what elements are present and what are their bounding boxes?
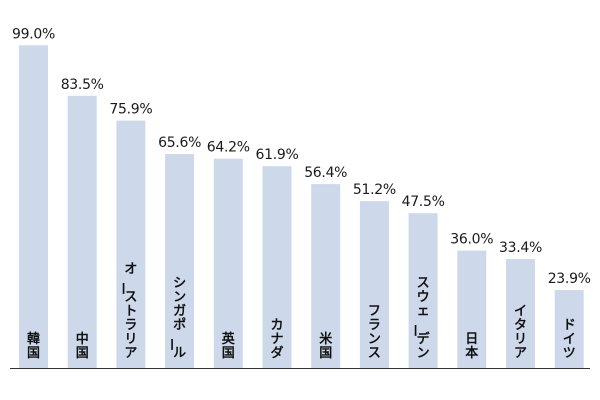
value-label: 33.4% — [499, 240, 542, 256]
category-label: カナダ — [270, 318, 283, 361]
category-label: 英国 — [221, 331, 236, 361]
bar — [311, 184, 341, 368]
category-label: イタリア — [514, 304, 527, 361]
category-label: スウェーデン — [407, 276, 431, 361]
bar — [408, 213, 438, 368]
category-label: 韓国 — [27, 331, 40, 361]
bar — [457, 250, 487, 368]
bar — [213, 158, 243, 368]
value-label: 36.0% — [450, 232, 493, 248]
value-label: 56.4% — [304, 165, 347, 181]
bar — [554, 290, 584, 368]
value-label: 47.5% — [402, 194, 445, 210]
value-label: 83.5% — [61, 77, 104, 93]
bar — [116, 120, 146, 368]
category-label: ドイツ — [563, 318, 576, 361]
category-label: オーストラリア — [114, 262, 137, 361]
bar — [506, 259, 535, 368]
bar — [262, 166, 292, 368]
category-label: 米国 — [319, 331, 333, 361]
value-label: 51.2% — [353, 182, 396, 198]
bar — [19, 45, 48, 369]
category-label: 日本 — [465, 332, 478, 361]
category-label: シンガポール — [163, 276, 186, 361]
value-label: 65.6% — [158, 135, 201, 151]
value-label: 75.9% — [109, 102, 152, 118]
bar — [165, 154, 195, 368]
bars-group — [19, 45, 584, 369]
bar — [359, 201, 389, 368]
value-labels-group: 99.0% 83.5% 75.9% 65.6% 64.2% 61.9% 56.4% 51.2%… — [12, 26, 591, 287]
value-label: 61.9% — [256, 147, 299, 163]
value-label: 64.2% — [207, 140, 250, 156]
bar — [67, 95, 97, 369]
value-label: 23.9% — [548, 271, 591, 287]
category-label: 中国 — [76, 331, 89, 361]
category-label: フランス — [368, 304, 381, 361]
value-label: 99.0% — [12, 26, 55, 42]
